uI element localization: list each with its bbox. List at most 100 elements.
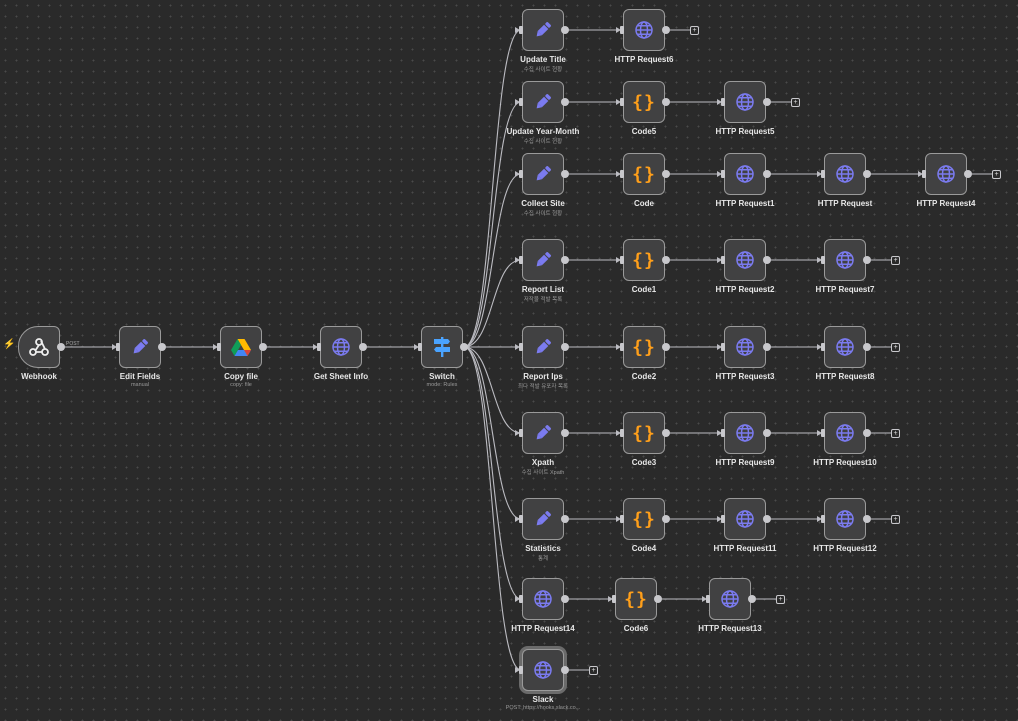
output-port[interactable] [763, 256, 771, 264]
node-edit[interactable] [119, 326, 161, 368]
add-node-button-h8[interactable]: + [891, 342, 900, 352]
input-port[interactable] [721, 98, 725, 106]
input-port[interactable] [620, 429, 624, 437]
node-c2[interactable]: {} [623, 326, 665, 368]
output-port[interactable] [654, 595, 662, 603]
input-port[interactable] [821, 170, 825, 178]
node-st[interactable] [522, 498, 564, 540]
node-slack[interactable] [522, 649, 564, 691]
node-h1[interactable] [724, 153, 766, 195]
input-port[interactable] [519, 666, 523, 674]
input-port[interactable] [317, 343, 321, 351]
connection-switch-st[interactable] [463, 346, 522, 520]
connection-switch-rl[interactable] [463, 259, 522, 348]
input-port[interactable] [620, 515, 624, 523]
node-h11[interactable] [724, 498, 766, 540]
node-webhook[interactable] [18, 326, 60, 368]
add-node-button-h4[interactable]: + [992, 169, 1001, 179]
connection-switch-slack[interactable] [463, 346, 522, 671]
add-node-button-h12[interactable]: + [891, 514, 900, 524]
input-port[interactable] [620, 256, 624, 264]
input-port[interactable] [519, 343, 523, 351]
node-h4[interactable] [925, 153, 967, 195]
input-port[interactable] [721, 256, 725, 264]
output-port[interactable] [662, 515, 670, 523]
input-port[interactable] [721, 170, 725, 178]
node-sheet[interactable] [320, 326, 362, 368]
input-port[interactable] [519, 515, 523, 523]
input-port[interactable] [519, 98, 523, 106]
connection-switch-xp[interactable] [463, 346, 522, 434]
node-uym[interactable] [522, 81, 564, 123]
connection-switch-h14[interactable] [463, 346, 522, 600]
output-port[interactable] [863, 515, 871, 523]
node-c4[interactable]: {} [623, 498, 665, 540]
output-port[interactable] [561, 595, 569, 603]
node-xp[interactable] [522, 412, 564, 454]
output-port[interactable] [662, 256, 670, 264]
node-c[interactable]: {} [623, 153, 665, 195]
output-port[interactable] [460, 343, 468, 351]
node-c6[interactable]: {} [615, 578, 657, 620]
input-port[interactable] [721, 343, 725, 351]
node-rl[interactable] [522, 239, 564, 281]
output-port[interactable] [748, 595, 756, 603]
connection-switch-ut[interactable] [463, 29, 522, 348]
node-h9[interactable] [724, 412, 766, 454]
node-h2[interactable] [724, 239, 766, 281]
output-port[interactable] [561, 170, 569, 178]
output-port[interactable] [763, 429, 771, 437]
add-node-button-h13[interactable]: + [776, 594, 785, 604]
node-h[interactable] [824, 153, 866, 195]
input-port[interactable] [821, 343, 825, 351]
node-h8[interactable] [824, 326, 866, 368]
node-c3[interactable]: {} [623, 412, 665, 454]
output-port[interactable] [158, 343, 166, 351]
input-port[interactable] [821, 515, 825, 523]
input-port[interactable] [821, 429, 825, 437]
output-port[interactable] [561, 343, 569, 351]
node-h13[interactable] [709, 578, 751, 620]
add-node-button-slack[interactable]: + [589, 665, 598, 675]
add-node-button-h7[interactable]: + [891, 255, 900, 265]
input-port[interactable] [620, 170, 624, 178]
output-port[interactable] [561, 429, 569, 437]
output-port[interactable] [662, 429, 670, 437]
input-port[interactable] [922, 170, 926, 178]
input-port[interactable] [620, 98, 624, 106]
output-port[interactable] [561, 26, 569, 34]
output-port[interactable] [662, 343, 670, 351]
node-h7[interactable] [824, 239, 866, 281]
output-port[interactable] [763, 98, 771, 106]
input-port[interactable] [519, 170, 523, 178]
connection-switch-cs[interactable] [463, 173, 522, 348]
input-port[interactable] [706, 595, 710, 603]
input-port[interactable] [217, 343, 221, 351]
node-h14[interactable] [522, 578, 564, 620]
input-port[interactable] [620, 343, 624, 351]
output-port[interactable] [863, 343, 871, 351]
node-h5[interactable] [724, 81, 766, 123]
node-c5[interactable]: {} [623, 81, 665, 123]
add-node-button-h10[interactable]: + [891, 428, 900, 438]
input-port[interactable] [519, 429, 523, 437]
input-port[interactable] [721, 429, 725, 437]
node-ut[interactable] [522, 9, 564, 51]
input-port[interactable] [519, 595, 523, 603]
output-port[interactable] [359, 343, 367, 351]
output-port[interactable] [863, 429, 871, 437]
node-cs[interactable] [522, 153, 564, 195]
output-port[interactable] [863, 256, 871, 264]
output-port[interactable] [964, 170, 972, 178]
add-node-button-h5[interactable]: + [791, 97, 800, 107]
output-port[interactable] [662, 26, 670, 34]
output-port[interactable] [763, 170, 771, 178]
input-port[interactable] [116, 343, 120, 351]
node-ri[interactable] [522, 326, 564, 368]
output-port[interactable] [561, 666, 569, 674]
input-port[interactable] [721, 515, 725, 523]
node-h3[interactable] [724, 326, 766, 368]
output-port[interactable] [863, 170, 871, 178]
node-copy[interactable] [220, 326, 262, 368]
output-port[interactable] [561, 98, 569, 106]
